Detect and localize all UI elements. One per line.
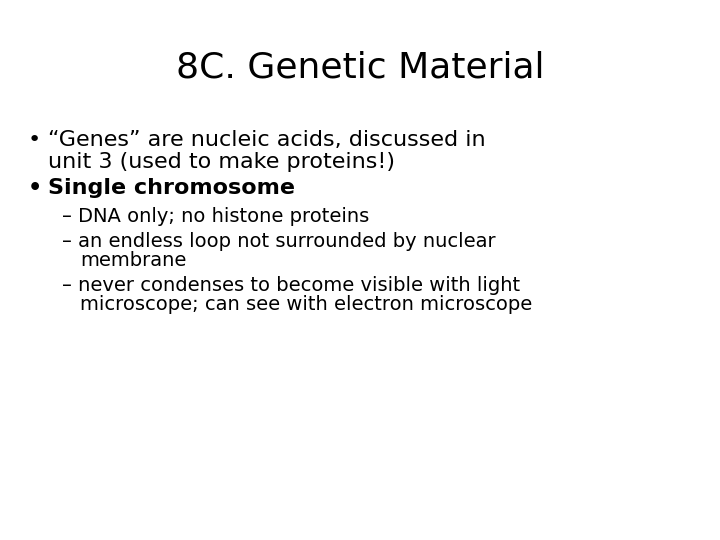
Text: “Genes” are nucleic acids, discussed in: “Genes” are nucleic acids, discussed in <box>48 130 485 150</box>
Text: Single chromosome: Single chromosome <box>48 178 295 198</box>
Text: unit 3 (used to make proteins!): unit 3 (used to make proteins!) <box>48 152 395 172</box>
Text: – an endless loop not surrounded by nuclear: – an endless loop not surrounded by nucl… <box>62 232 495 251</box>
Text: membrane: membrane <box>80 251 186 270</box>
Text: 8C. Genetic Material: 8C. Genetic Material <box>176 50 544 84</box>
Text: microscope; can see with electron microscope: microscope; can see with electron micros… <box>80 295 532 314</box>
Text: – never condenses to become visible with light: – never condenses to become visible with… <box>62 276 520 295</box>
Text: •: • <box>28 130 41 150</box>
Text: •: • <box>28 178 42 198</box>
Text: – DNA only; no histone proteins: – DNA only; no histone proteins <box>62 207 369 226</box>
